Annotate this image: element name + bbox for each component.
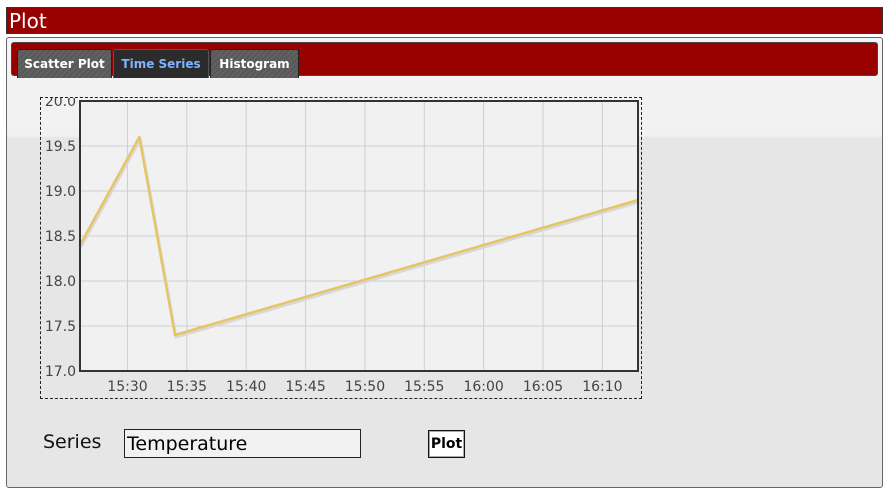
plot-button[interactable]: Plot <box>428 430 465 458</box>
time-series-chart: 17.0 17.5 18.0 18.5 19.0 19.5 20.0 15:30 15:35 15… <box>45 94 640 395</box>
y-tick-label: 18.5 <box>45 229 76 245</box>
series-label: Series <box>43 431 102 453</box>
plot-frame <box>79 100 639 372</box>
x-tick-label: 15:40 <box>226 379 266 395</box>
data-point <box>138 136 141 138</box>
chart-container: 17.0 17.5 18.0 18.5 19.0 19.5 20.0 15:30 15:35 15… <box>40 94 642 399</box>
y-tick-label: 20.0 <box>45 98 76 110</box>
x-tick-label: 15:45 <box>285 379 325 395</box>
x-tick-label: 15:30 <box>107 379 147 395</box>
y-tick-label: 18.0 <box>45 274 76 290</box>
series-line <box>78 135 639 337</box>
x-tick-label: 16:05 <box>523 379 563 395</box>
y-tick-label: 19.5 <box>45 139 76 155</box>
window-title: Plot <box>9 9 47 33</box>
x-tick-label: 15:50 <box>345 379 385 395</box>
tab-time-series[interactable]: Time Series <box>113 49 209 78</box>
series-input[interactable] <box>124 429 361 458</box>
data-point <box>173 334 176 336</box>
x-tick-label: 15:55 <box>404 379 444 395</box>
x-tick-label: 16:00 <box>463 379 503 395</box>
y-tick-label: 19.0 <box>45 184 76 200</box>
tab-histogram[interactable]: Histogram <box>210 49 299 78</box>
y-tick-label: 17.5 <box>45 319 76 335</box>
y-tick-label: 17.0 <box>45 364 76 380</box>
title-bar: Plot <box>6 7 883 34</box>
tab-bar: Scatter Plot Time Series Histogram <box>11 42 878 78</box>
tab-scatter-plot[interactable]: Scatter Plot <box>17 49 112 78</box>
x-tick-label: 16:10 <box>582 379 622 395</box>
x-tick-label: 15:35 <box>167 379 207 395</box>
